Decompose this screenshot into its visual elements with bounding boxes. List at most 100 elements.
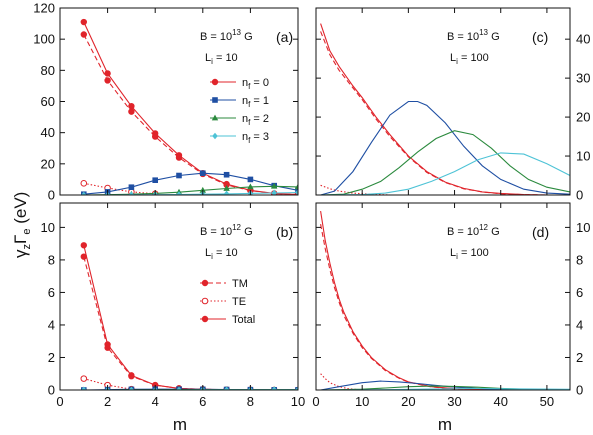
series-group: [320, 23, 570, 195]
panel-a: 0 20 40 60 80 100 120 B = 1013 G Li = 10 (a) nf = …: [33, 1, 299, 203]
length-annotation: Li = 10: [205, 52, 238, 66]
x-tick-label: 8: [247, 394, 254, 409]
panel-frame: [59, 202, 299, 391]
y-tick-label: 10: [576, 220, 590, 235]
series-line-c-5: [320, 152, 570, 195]
legend-label: nf = 0: [242, 77, 269, 91]
panel-c: 0 10 20 30 40 B = 1013 G Li = 100 (c): [315, 7, 590, 203]
series-line-b-0: [83, 245, 298, 390]
data-point-a-4-5: [199, 186, 206, 193]
data-point-b-5-6: [223, 386, 230, 390]
x-tick-label: 40: [493, 394, 507, 409]
data-point-a-1-1: [104, 77, 111, 84]
y-tick-label: 6: [576, 285, 583, 300]
x-tick-label: 20: [401, 394, 415, 409]
series-line-d-2: [320, 373, 363, 390]
legend-marker: [212, 97, 218, 103]
panel-d: 0 10 20 30 40 50 0 2 4 6 8 10 B = 1012 G Li = 100 (d): [312, 202, 590, 409]
legend-marker: [201, 297, 209, 305]
x-tick-label: 4: [152, 394, 159, 409]
field-annotation: B = 1012 G: [200, 223, 253, 238]
field-annotation: B = 1013 G: [200, 28, 253, 43]
data-point-a-3-7: [247, 176, 254, 183]
data-point-a-3-4: [176, 172, 182, 179]
x-tick-label: 50: [540, 394, 554, 409]
series-line-a-1: [83, 34, 298, 195]
y-tick-label: 80: [41, 63, 55, 78]
y-tick-label: 100: [33, 32, 55, 47]
y-tick-label: 2: [48, 350, 55, 365]
y-tick-label: 4: [48, 317, 55, 332]
legend-label: nf = 3: [242, 131, 269, 145]
y-tick-label: 6: [48, 285, 55, 300]
data-point-b-5-9: [295, 386, 298, 390]
y-tick-label: 2: [576, 350, 583, 365]
data-point-b-0-0: [80, 242, 87, 249]
data-point-b-5-4: [176, 386, 182, 390]
y-tick-label: 40: [576, 32, 590, 47]
data-point-a-3-2: [128, 184, 135, 191]
y-tick-label: 60: [41, 94, 55, 109]
series-line-c-1: [320, 31, 570, 195]
panel-label: (a): [276, 29, 293, 45]
legend-marker: [211, 78, 219, 86]
y-tick-label: 8: [48, 252, 55, 267]
y-tick-label: 120: [33, 1, 55, 16]
y-tick-label: 10: [576, 149, 590, 164]
legend: TM TE Total: [200, 278, 255, 326]
x-tick-label: 10: [355, 394, 369, 409]
panel-label: (b): [276, 224, 293, 240]
series-line-b-1: [83, 256, 298, 390]
series-line-c-2: [320, 184, 390, 195]
data-point-b-1-0: [80, 253, 87, 260]
x-axis-label-right: m: [438, 415, 452, 434]
y-tick-label: 4: [576, 317, 583, 332]
legend-label: nf = 1: [242, 95, 269, 109]
panel-frame: [315, 7, 571, 196]
field-annotation: B = 1012 G: [447, 223, 500, 238]
series-line-c-0: [320, 23, 570, 195]
data-point-a-5-8: [271, 189, 277, 195]
data-point-a-3-6: [223, 171, 230, 178]
legend-label: Total: [232, 314, 255, 326]
x-tick-label: 0: [56, 394, 63, 409]
y-tick-label: 40: [41, 125, 55, 140]
legend-marker: [201, 315, 209, 323]
series-group: [80, 18, 298, 195]
data-point-a-1-4: [175, 154, 183, 161]
length-annotation: Li = 100: [450, 247, 489, 261]
series-line-a-2: [83, 182, 156, 195]
data-point-a-1-2: [128, 108, 135, 115]
data-point-a-0-2: [128, 102, 135, 110]
x-tick-label: 30: [447, 394, 461, 409]
data-point-a-4-6: [223, 185, 230, 191]
y-tick-label: 0: [48, 383, 55, 398]
series-line-a-0: [83, 21, 298, 195]
legend-label: nf = 2: [242, 113, 269, 127]
data-point-a-5-2: [128, 191, 135, 195]
x-tick-label: 10: [291, 394, 305, 409]
series-line-c-4: [320, 130, 570, 195]
x-tick-label: 2: [104, 394, 111, 409]
y-tick-label: 30: [576, 71, 590, 86]
series-line-d-1: [320, 223, 570, 390]
data-point-a-3-5: [200, 170, 206, 176]
data-point-b-5-8: [271, 386, 277, 390]
legend: nf = 0 nf = 1 nf = 2 nf = 3: [210, 77, 269, 145]
data-point-b-5-0: [81, 386, 87, 390]
legend-marker: [201, 279, 209, 287]
y-tick-label: 8: [576, 252, 583, 267]
y-tick-label: 10: [41, 220, 55, 235]
y-tick-label: 0: [576, 188, 583, 203]
x-tick-label: 6: [199, 394, 206, 409]
data-point-a-3-9: [295, 187, 298, 194]
data-point-a-1-3: [151, 133, 159, 140]
data-point-a-5-6: [223, 190, 230, 195]
data-point-b-5-2: [128, 386, 135, 390]
legend-marker: [211, 114, 219, 121]
series-group: [80, 242, 298, 390]
data-point-a-1-0: [80, 31, 87, 38]
y-tick-label: 20: [576, 110, 590, 125]
